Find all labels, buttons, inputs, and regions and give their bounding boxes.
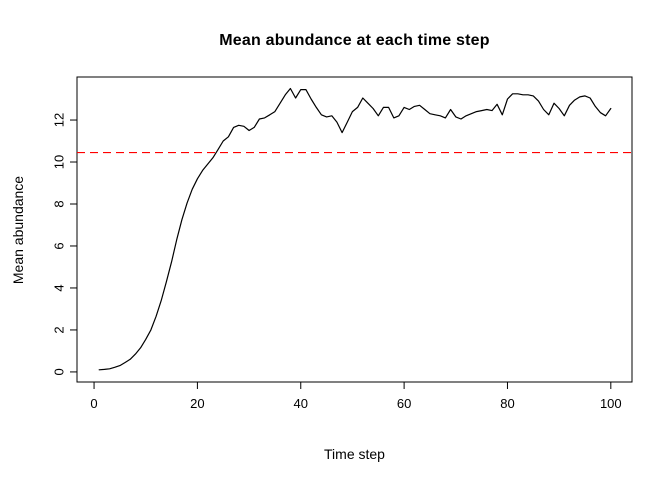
y-axis-tick-label: 0 bbox=[51, 368, 66, 375]
plot-box bbox=[76, 76, 633, 383]
x-axis-label: Time step bbox=[324, 446, 385, 462]
data-line bbox=[98, 87, 612, 371]
y-axis-tick-label: 2 bbox=[51, 326, 66, 333]
y-axis-label: Mean abundance bbox=[10, 175, 26, 285]
x-axis-tick-label: 100 bbox=[600, 396, 622, 411]
y-axis-tick-label: 8 bbox=[51, 200, 66, 207]
y-axis-tick-label: 12 bbox=[51, 113, 66, 127]
y-axis-tick-label: 6 bbox=[51, 242, 66, 249]
x-axis-tick-label: 60 bbox=[397, 396, 411, 411]
y-axis-tick-label: 4 bbox=[51, 284, 66, 291]
x-axis-tick-label: 20 bbox=[190, 396, 204, 411]
chart-title: Mean abundance at each time step bbox=[219, 32, 490, 49]
x-axis-tick-label: 40 bbox=[294, 396, 308, 411]
x-axis-tick-label: 0 bbox=[90, 396, 97, 411]
y-axis-tick-label: 10 bbox=[51, 155, 66, 169]
x-axis-tick-label: 80 bbox=[500, 396, 514, 411]
